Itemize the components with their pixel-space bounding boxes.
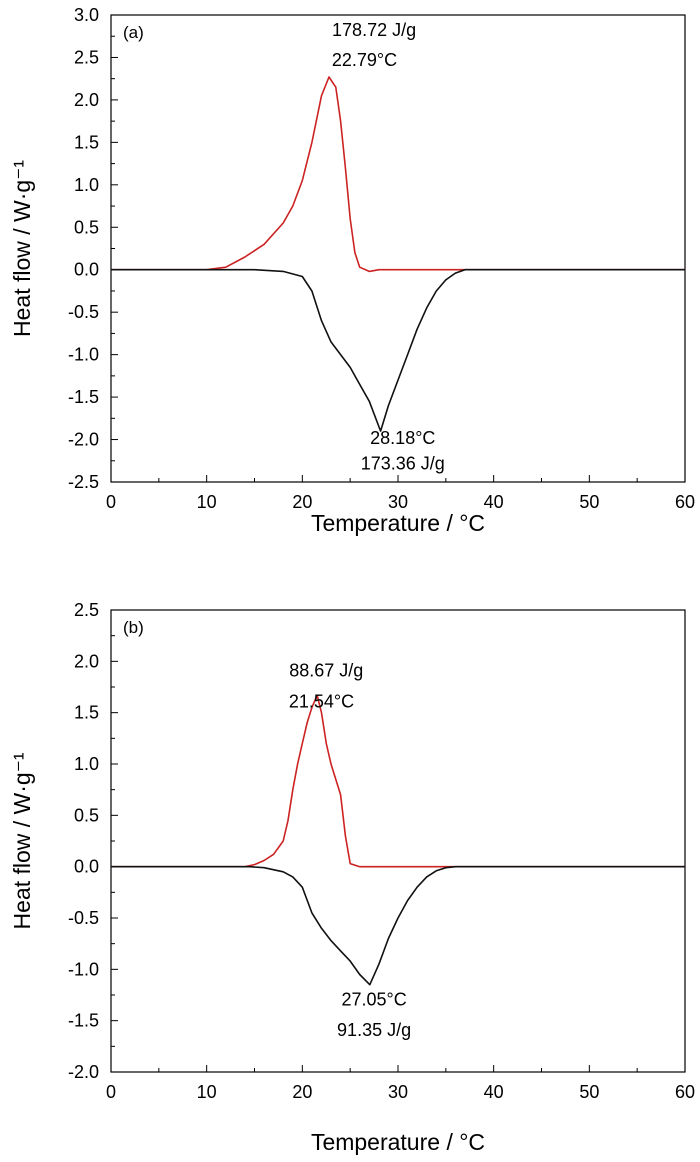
- x-tick-label: 0: [106, 492, 116, 512]
- x-tick-label: 0: [106, 1082, 116, 1102]
- y-tick-label: 2.5: [74, 600, 99, 620]
- panel-label: (b): [123, 618, 144, 637]
- y-tick-label: -1.5: [68, 387, 99, 407]
- x-tick-label: 50: [579, 492, 599, 512]
- y-tick-label: 0.5: [74, 217, 99, 237]
- y-tick-label: -1.5: [68, 1011, 99, 1031]
- y-tick-label: -1.0: [68, 959, 99, 979]
- y-axis-label: Heat flow / W·g⁻¹: [9, 752, 35, 929]
- y-tick-label: 1.0: [74, 175, 99, 195]
- x-tick-label: 10: [197, 492, 217, 512]
- peak-annotation: 21.54°C: [289, 692, 354, 712]
- crystallization-curve: [111, 76, 685, 273]
- x-tick-label: 30: [388, 1082, 408, 1102]
- melting-curve: [111, 865, 685, 986]
- y-tick-label: 1.5: [74, 132, 99, 152]
- x-axis-label: Temperature / °C: [311, 510, 485, 536]
- y-tick-label: 1.0: [74, 754, 99, 774]
- peak-annotation: 173.36 J/g: [361, 453, 445, 473]
- peak-annotation: 27.05°C: [341, 989, 406, 1009]
- y-tick-label: -1.0: [68, 345, 99, 365]
- chart-panel-b: 0 10 20 30 40 50 60 -2.0 -1.5 -1.0 -0.5 0.0 0.5 1.0 1.…: [9, 600, 695, 1155]
- y-tick-label: 2.0: [74, 651, 99, 671]
- x-tick-label: 40: [484, 492, 504, 512]
- peak-annotation: 88.67 J/g: [289, 661, 363, 681]
- panel-label: (a): [123, 23, 144, 42]
- x-tick-label: 10: [197, 1082, 217, 1102]
- peak-annotation: 91.35 J/g: [337, 1020, 411, 1040]
- peak-annotation: 22.79°C: [332, 50, 397, 70]
- crystallization-curve: [111, 694, 685, 868]
- chart-panel-a: 0 10 20 30 40 50 60 -2.5 -2.0 -1.5 -1.0 -0.5 0.0 0.5 1…: [9, 5, 695, 536]
- y-tick-label: 0.5: [74, 805, 99, 825]
- x-tick-label: 50: [579, 1082, 599, 1102]
- y-tick-label: 0.0: [74, 857, 99, 877]
- x-tick-label: 40: [484, 1082, 504, 1102]
- y-tick-label: -2.0: [68, 1062, 99, 1082]
- y-axis-label: Heat flow / W·g⁻¹: [9, 160, 35, 337]
- y-tick-label: 2.0: [74, 90, 99, 110]
- x-tick-label: 30: [388, 492, 408, 512]
- y-tick-label: -0.5: [68, 302, 99, 322]
- x-tick-label: 20: [292, 492, 312, 512]
- x-tick-label: 20: [292, 1082, 312, 1102]
- peak-annotation: 178.72 J/g: [332, 20, 416, 40]
- x-tick-label: 60: [675, 492, 695, 512]
- y-tick-label: -2.5: [68, 472, 99, 492]
- y-tick-label: 0.0: [74, 260, 99, 280]
- y-tick-label: -2.0: [68, 430, 99, 450]
- y-tick-label: -0.5: [68, 908, 99, 928]
- y-tick-label: 1.5: [74, 703, 99, 723]
- melting-curve: [111, 268, 685, 432]
- y-tick-label: 3.0: [74, 5, 99, 25]
- x-axis-label: Temperature / °C: [311, 1129, 485, 1155]
- peak-annotation: 28.18°C: [370, 428, 435, 448]
- plot-frame: [110, 14, 686, 483]
- x-tick-label: 60: [675, 1082, 695, 1102]
- y-tick-label: 2.5: [74, 47, 99, 67]
